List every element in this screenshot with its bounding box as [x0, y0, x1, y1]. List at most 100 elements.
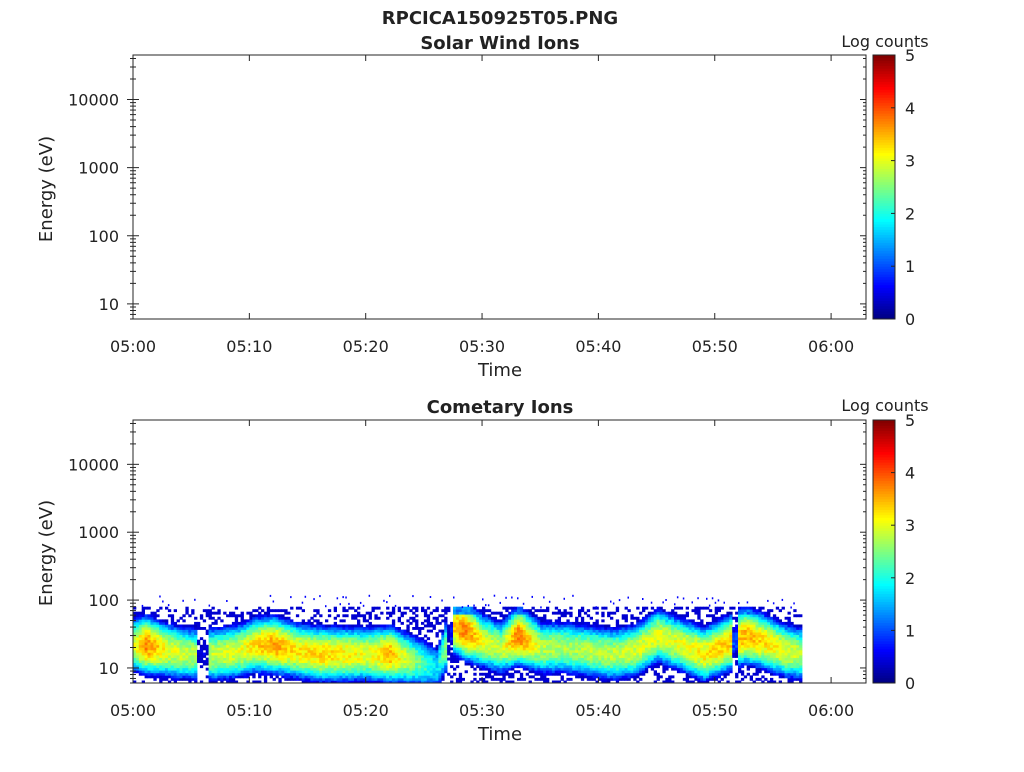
spectrogram-cell — [177, 653, 180, 656]
spectrogram-cell — [421, 609, 424, 612]
spectrogram-cell — [677, 650, 680, 653]
spectrogram-cell — [587, 647, 590, 650]
spectrogram-cell — [572, 632, 575, 635]
spectrogram-cell — [479, 668, 482, 671]
spectrogram-cell — [369, 665, 372, 668]
spectrogram-cell — [258, 675, 261, 678]
spectrogram-cell — [436, 609, 439, 612]
spectrogram-cell — [564, 663, 567, 666]
spectrogram-cell — [421, 660, 424, 663]
spectrogram-cell — [482, 614, 485, 617]
spectrogram-cell — [424, 668, 427, 671]
spectrogram-cell — [537, 640, 540, 643]
spectrogram-cell — [244, 642, 247, 645]
spectrogram-cell — [299, 630, 302, 633]
spectrogram-cell — [529, 658, 532, 661]
spectrogram-cell — [395, 678, 398, 681]
spectrogram-cell — [468, 625, 471, 628]
spectrogram-cell — [552, 655, 555, 658]
spectrogram-cell — [497, 650, 500, 653]
spectrogram-cell — [267, 653, 270, 656]
spectrogram-cell — [296, 658, 299, 661]
spectrogram-cell — [444, 619, 447, 622]
spectrogram-cell — [156, 670, 159, 673]
spectrogram-cell — [415, 655, 418, 658]
spectrogram-cell — [360, 670, 363, 673]
spectrogram-cell — [532, 596, 534, 598]
spectrogram-cell — [578, 614, 581, 617]
spectrogram-cell — [540, 632, 543, 635]
spectrogram-cell — [223, 635, 226, 638]
spectrogram-cell — [482, 609, 485, 612]
spectrogram-cell — [319, 668, 322, 671]
spectrogram-cell — [276, 675, 279, 678]
spectrogram-cell — [258, 637, 261, 640]
spectrogram-cell — [433, 647, 436, 650]
spectrogram-cell — [194, 655, 197, 658]
spectrogram-cell — [241, 665, 244, 668]
spectrogram-cell — [159, 665, 162, 668]
spectrogram-cell — [156, 675, 159, 678]
spectrogram-cell — [500, 640, 503, 643]
spectrogram-cell — [223, 650, 226, 653]
spectrogram-cell — [319, 630, 322, 633]
spectrogram-cell — [142, 630, 145, 633]
spectrogram-cell — [505, 614, 508, 617]
spectrogram-cell — [383, 678, 386, 681]
spectrogram-cell — [532, 619, 535, 622]
spectrogram-cell — [561, 653, 564, 656]
spectrogram-cell — [270, 642, 273, 645]
spectrogram-cell — [494, 642, 497, 645]
spectrogram-cell — [310, 650, 313, 653]
spectrogram-cell — [500, 668, 503, 671]
spectrogram-cell — [389, 663, 392, 666]
spectrogram-cell — [348, 630, 351, 633]
spectrogram-cell — [648, 612, 651, 615]
spectrogram-cell — [540, 617, 543, 620]
spectrogram-cell — [366, 635, 369, 638]
spectrogram-cell — [546, 640, 549, 643]
spectrogram-cell — [406, 655, 409, 658]
spectrogram-cell — [680, 619, 683, 622]
spectrogram-cell — [511, 675, 514, 678]
spectrogram-cell — [683, 660, 686, 663]
spectrogram-cell — [473, 668, 476, 671]
spectrogram-cell — [165, 637, 168, 640]
spectrogram-cell — [529, 614, 532, 617]
spectrogram-cell — [174, 625, 177, 628]
spectrogram-cell — [310, 655, 313, 658]
spectrogram-cell — [596, 647, 599, 650]
spectrogram-cell — [633, 660, 636, 663]
spectrogram-cell — [590, 627, 593, 630]
spectrogram-cell — [564, 627, 567, 630]
spectrogram-cell — [473, 630, 476, 633]
spectrogram-cell — [252, 619, 255, 622]
spectrogram-cell — [354, 625, 357, 628]
spectrogram-cell — [430, 622, 433, 625]
spectrogram-cell — [534, 614, 537, 617]
spectrogram-cell — [636, 670, 639, 673]
spectrogram-cell — [334, 665, 337, 668]
spectrogram-cell — [334, 609, 337, 612]
spectrogram-cell — [290, 675, 293, 678]
spectrogram-cell — [540, 668, 543, 671]
spectrogram-cell — [412, 619, 415, 622]
spectrogram-cell — [182, 653, 185, 656]
spectrogram-cell — [174, 622, 177, 625]
spectrogram-cell — [491, 635, 494, 638]
spectrogram-cell — [613, 640, 616, 643]
spectrogram-cell — [427, 647, 430, 650]
spectrogram-cell — [200, 614, 203, 617]
spectrogram-cell — [229, 635, 232, 638]
spectrogram-cell — [686, 668, 689, 671]
spectrogram-cell — [660, 609, 663, 612]
spectrogram-cell — [151, 637, 154, 640]
spectrogram-cell — [191, 637, 194, 640]
spectrogram-cell — [450, 658, 453, 661]
spectrogram-cell — [136, 617, 139, 620]
spectrogram-cell — [244, 675, 247, 678]
spectrogram-cell — [209, 635, 212, 638]
spectrogram-cell — [363, 650, 366, 653]
spectrogram-cell — [546, 622, 549, 625]
